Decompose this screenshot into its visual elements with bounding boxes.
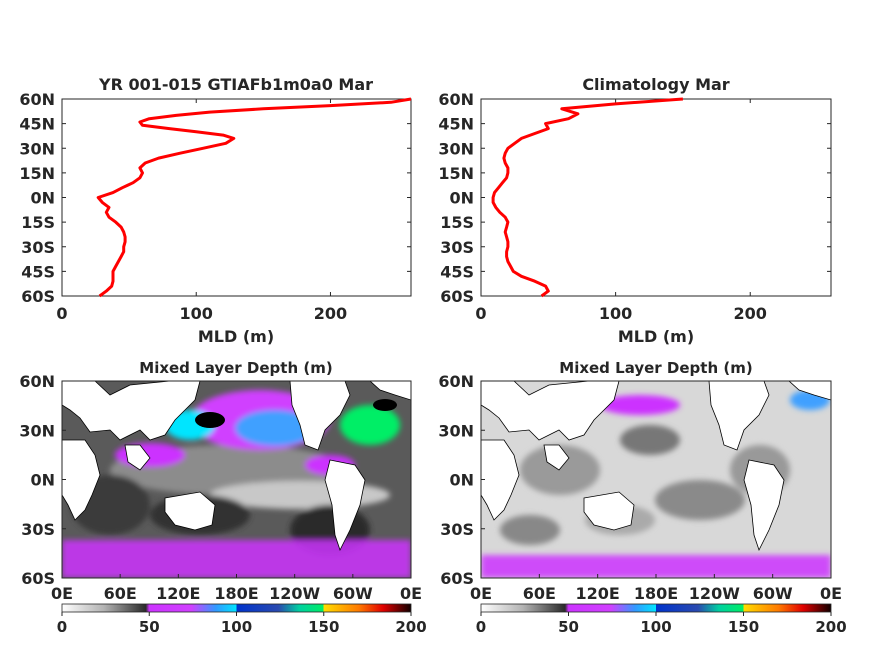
colorbar-tick-label: 100: [640, 618, 671, 636]
plot-area: [480, 98, 832, 297]
y-tick-label: 30S: [440, 238, 474, 257]
map-panel-model: Mixed Layer Depth (m): [19, 359, 426, 636]
y-tick-label: 45N: [438, 115, 474, 134]
y-ticks: 60N 45N 30N 15N 0N 15S 30S 45S 60S: [438, 90, 831, 306]
map-y-tick-label: 60N: [19, 372, 55, 391]
colorbar-tick-label: 0: [57, 618, 67, 636]
x-tick-label: 200: [314, 304, 347, 323]
y-tick-label: 60N: [19, 90, 55, 109]
map-panel-climatology: Mixed Layer Depth (m): [438, 359, 846, 636]
y-tick-label: 0N: [30, 189, 55, 208]
colorbar-tick-label: 50: [139, 618, 160, 636]
x-tick-label: 100: [180, 304, 213, 323]
map-y-ticks: 60N 30N 0N 30S 60S: [19, 372, 66, 588]
y-ticks: 60N 45N 30N 15N 0N 15S 30S 45S 60S: [19, 90, 411, 306]
y-tick-label: 15S: [21, 213, 55, 232]
map-x-tick-label: 60E: [523, 584, 556, 603]
y-tick-label: 45S: [440, 262, 474, 281]
y-tick-label: 0N: [449, 189, 474, 208]
mld-field: [62, 381, 411, 578]
colorbar-tick-label: 200: [395, 618, 426, 636]
plot-area: [61, 98, 412, 297]
mld-field: [481, 381, 831, 578]
profile-title: Climatology Mar: [582, 75, 729, 94]
map-x-tick-label: 180E: [634, 584, 678, 603]
x-tick-label: 0: [56, 304, 67, 323]
colorbar-tick-label: 200: [815, 618, 846, 636]
colorbar: [61, 603, 412, 613]
map-x-tick-label: 0E: [400, 584, 422, 603]
y-tick-label: 15N: [438, 164, 474, 183]
y-tick-label: 45S: [21, 262, 55, 281]
colorbar-tick-label: 150: [308, 618, 339, 636]
map-x-tick-label: 60W: [753, 584, 793, 603]
series-line: [491, 97, 684, 298]
x-ticks: 0 100 200: [475, 99, 767, 323]
map-y-ticks: 60N 30N 0N 30S 60S: [438, 372, 485, 588]
map-x-tick-label: 60E: [104, 584, 137, 603]
y-tick-label: 60S: [440, 287, 474, 306]
continents: [62, 381, 411, 552]
y-tick-label: 30S: [21, 238, 55, 257]
profile-panel-model: YR 001-015 GTIAFb1m0a0 Mar 60N45N30N15N0…: [19, 75, 412, 346]
map-y-tick-label: 60S: [440, 569, 474, 588]
x-tick-label: 100: [599, 304, 632, 323]
map-x-tick-label: 60W: [333, 584, 373, 603]
map-x-tick-label: 120E: [576, 584, 620, 603]
map-x-tick-label: 120W: [689, 584, 740, 603]
profile-title: YR 001-015 GTIAFb1m0a0 Mar: [98, 75, 373, 94]
map-x-tick-label: 0E: [51, 584, 73, 603]
map-y-tick-label: 30N: [19, 421, 55, 440]
colorbar-tick-label: 50: [558, 618, 579, 636]
colorbar: [480, 603, 832, 613]
map-y-tick-label: 30S: [21, 520, 55, 539]
profile-panel-climatology: Climatology Mar 60N45N30N15N0N15S30S45S6…: [438, 75, 832, 346]
colorbar-ticks: 0 50 100 150 200: [476, 612, 847, 636]
map-x-tick-label: 180E: [214, 584, 258, 603]
y-tick-label: 15S: [440, 213, 474, 232]
y-tick-label: 60N: [438, 90, 474, 109]
map-x-tick-label: 120E: [156, 584, 200, 603]
map-y-tick-label: 60N: [438, 372, 474, 391]
y-tick-label: 60S: [21, 287, 55, 306]
map-x-tick-label: 0E: [470, 584, 492, 603]
map-title: Mixed Layer Depth (m): [139, 359, 332, 377]
colorbar-ticks: 0 50 100 150 200: [57, 612, 427, 636]
series-line: [96, 97, 412, 298]
colorbar-tick-label: 0: [476, 618, 486, 636]
map-y-tick-label: 0N: [30, 471, 55, 490]
y-tick-label: 30N: [19, 139, 55, 158]
x-ticks: 0 100 200: [56, 99, 347, 323]
y-tick-label: 15N: [19, 164, 55, 183]
map-y-tick-label: 0N: [449, 471, 474, 490]
map-y-tick-label: 60S: [21, 569, 55, 588]
x-tick-label: 0: [475, 304, 486, 323]
map-x-ticks: 0E 60E 120E 180E 120W 60W 0E: [470, 574, 842, 603]
map-x-ticks: 0E 60E 120E 180E 120W 60W 0E: [51, 574, 422, 603]
y-tick-label: 45N: [19, 115, 55, 134]
continents: [481, 381, 831, 552]
map-title: Mixed Layer Depth (m): [559, 359, 752, 377]
colorbar-tick-label: 150: [728, 618, 759, 636]
colorbar-tick-label: 100: [221, 618, 252, 636]
x-axis-label: MLD (m): [618, 327, 694, 346]
y-tick-label: 30N: [438, 139, 474, 158]
x-tick-label: 200: [734, 304, 767, 323]
map-x-tick-label: 0E: [820, 584, 842, 603]
map-y-tick-label: 30N: [438, 421, 474, 440]
map-x-tick-label: 120W: [269, 584, 320, 603]
map-y-tick-label: 30S: [440, 520, 474, 539]
x-axis-label: MLD (m): [198, 327, 274, 346]
